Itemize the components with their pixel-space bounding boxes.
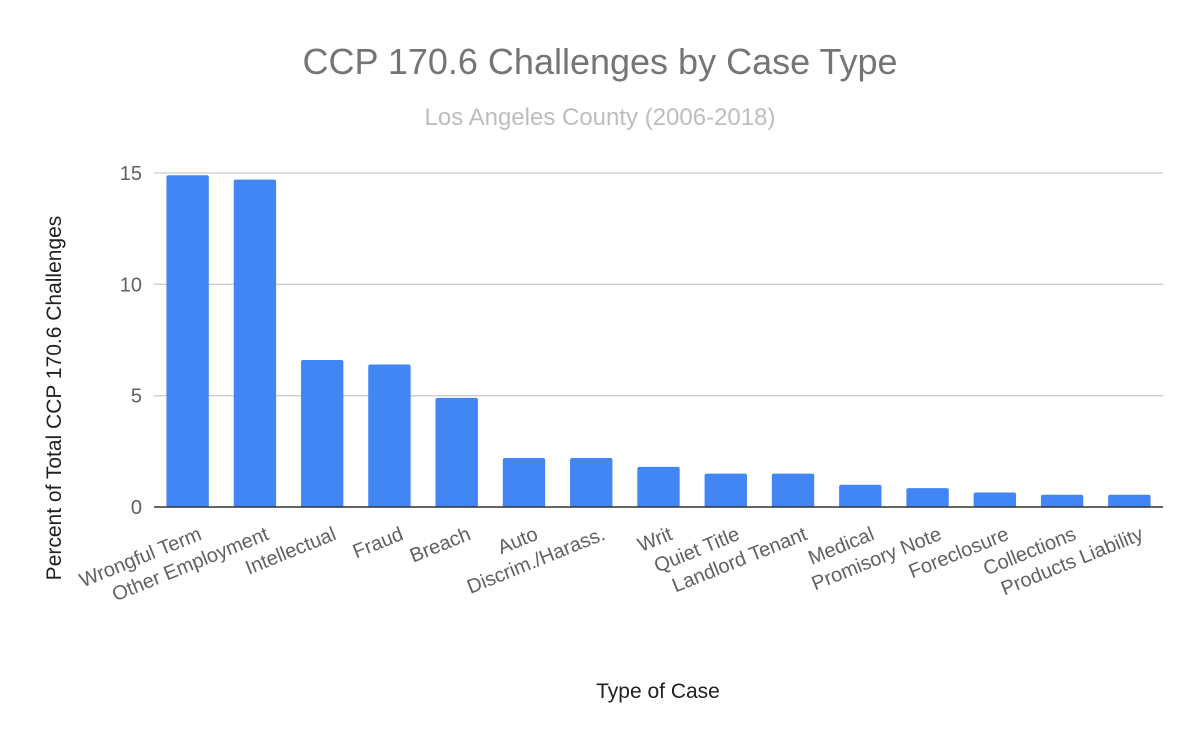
bar-6 <box>570 458 613 507</box>
bar-14 <box>1108 494 1151 507</box>
chart-subtitle: Los Angeles County (2006-2018) <box>425 104 776 131</box>
bar-2 <box>300 360 344 507</box>
y-axis-ticks: 0 5 10 15 <box>120 163 142 519</box>
bar-9 <box>771 473 815 507</box>
bar-11 <box>906 488 949 507</box>
bar-3 <box>368 364 411 507</box>
bars <box>166 175 1151 507</box>
bar-5 <box>502 458 546 507</box>
bar-12 <box>973 492 1017 507</box>
bar-10 <box>839 484 882 507</box>
x-tick-label: Breach <box>407 523 474 567</box>
bar-1 <box>233 179 277 507</box>
y-tick-label: 0 <box>131 497 142 519</box>
bar-0 <box>166 175 209 507</box>
y-axis-title: Percent of Total CCP 170.6 Challenges <box>43 216 66 581</box>
x-axis-title: Type of Case <box>596 680 720 703</box>
chart-title: CCP 170.6 Challenges by Case Type <box>302 41 897 82</box>
x-tick-label: Fraud <box>350 523 407 563</box>
bar-8 <box>704 473 747 507</box>
bar-13 <box>1040 494 1084 507</box>
y-tick-label: 10 <box>120 274 142 296</box>
bar-4 <box>435 397 478 507</box>
y-tick-label: 5 <box>131 386 142 408</box>
y-tick-label: 15 <box>120 163 142 185</box>
bar-7 <box>637 466 680 507</box>
